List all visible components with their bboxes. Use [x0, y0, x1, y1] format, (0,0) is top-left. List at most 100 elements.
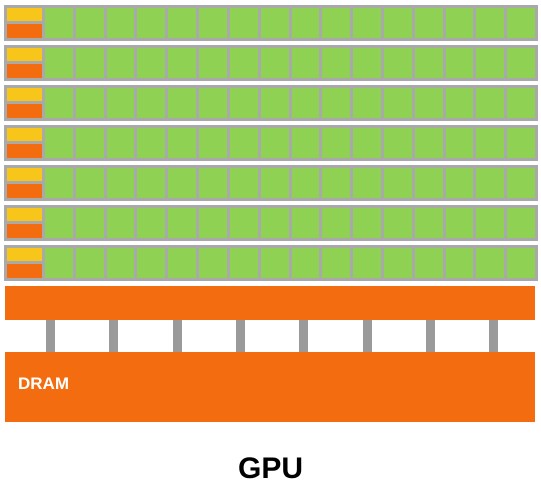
alu-core — [45, 48, 73, 78]
core-array — [45, 128, 535, 158]
alu-core — [260, 168, 289, 198]
alu-core — [507, 8, 535, 38]
memory-bus-pin — [46, 320, 55, 352]
alu-core — [168, 168, 197, 198]
alu-core — [445, 48, 474, 78]
alu-core — [291, 8, 320, 38]
alu-core — [106, 8, 135, 38]
streaming-multiprocessor-row — [4, 205, 538, 241]
alu-core — [137, 248, 166, 278]
l1-cache-unit — [7, 224, 42, 238]
alu-core — [45, 208, 73, 238]
streaming-multiprocessor-row — [4, 165, 538, 201]
alu-core — [229, 128, 258, 158]
alu-core — [291, 128, 320, 158]
alu-core — [168, 48, 197, 78]
alu-core — [383, 128, 412, 158]
alu-core — [199, 48, 227, 78]
dram-block — [5, 352, 535, 422]
streaming-multiprocessor-row — [4, 85, 538, 121]
alu-core — [168, 248, 197, 278]
alu-core — [322, 168, 351, 198]
memory-bus-pin — [489, 320, 498, 352]
alu-core — [229, 208, 258, 238]
alu-core — [322, 48, 351, 78]
alu-core — [168, 88, 197, 118]
alu-core — [291, 88, 320, 118]
memory-bus-pin — [109, 320, 118, 352]
control-cache-unit — [7, 88, 42, 118]
alu-core — [260, 48, 289, 78]
alu-core — [199, 208, 227, 238]
alu-core — [414, 48, 443, 78]
alu-core — [322, 88, 351, 118]
alu-core — [137, 128, 166, 158]
alu-core — [414, 128, 443, 158]
control-unit — [7, 8, 42, 21]
alu-core — [476, 208, 505, 238]
alu-core — [445, 208, 474, 238]
alu-core — [445, 8, 474, 38]
control-unit — [7, 88, 42, 101]
alu-core — [445, 88, 474, 118]
control-unit — [7, 248, 42, 261]
alu-core — [476, 168, 505, 198]
alu-core — [414, 248, 443, 278]
control-cache-unit — [7, 248, 42, 278]
alu-core — [353, 8, 381, 38]
alu-core — [414, 168, 443, 198]
alu-core — [137, 8, 166, 38]
control-unit — [7, 48, 42, 61]
alu-core — [106, 208, 135, 238]
alu-core — [199, 88, 227, 118]
alu-core — [137, 48, 166, 78]
alu-core — [168, 8, 197, 38]
alu-core — [353, 208, 381, 238]
alu-core — [476, 128, 505, 158]
core-array — [45, 208, 535, 238]
alu-core — [507, 88, 535, 118]
alu-core — [45, 88, 73, 118]
alu-core — [445, 248, 474, 278]
alu-core — [383, 48, 412, 78]
alu-core — [507, 168, 535, 198]
alu-core — [45, 168, 73, 198]
alu-core — [75, 168, 104, 198]
alu-core — [322, 208, 351, 238]
alu-core — [414, 208, 443, 238]
control-unit — [7, 208, 42, 221]
alu-core — [75, 88, 104, 118]
alu-core — [445, 128, 474, 158]
alu-core — [75, 208, 104, 238]
alu-core — [137, 88, 166, 118]
alu-core — [383, 8, 412, 38]
alu-core — [291, 248, 320, 278]
l1-cache-unit — [7, 104, 42, 118]
alu-core — [383, 248, 412, 278]
memory-bus-pin — [426, 320, 435, 352]
alu-core — [476, 88, 505, 118]
alu-core — [199, 8, 227, 38]
alu-core — [322, 128, 351, 158]
memory-bus-pin — [236, 320, 245, 352]
alu-core — [199, 248, 227, 278]
alu-core — [445, 168, 474, 198]
alu-core — [383, 208, 412, 238]
alu-core — [75, 8, 104, 38]
alu-core — [260, 88, 289, 118]
l1-cache-unit — [7, 184, 42, 198]
streaming-multiprocessor-row — [4, 45, 538, 81]
dram-label: DRAM — [18, 374, 69, 393]
alu-core — [507, 128, 535, 158]
gpu-title: GPU — [237, 452, 303, 485]
alu-core — [260, 208, 289, 238]
alu-core — [137, 208, 166, 238]
alu-core — [106, 88, 135, 118]
memory-bus-pin — [299, 320, 308, 352]
streaming-multiprocessor-row — [4, 245, 538, 281]
control-cache-unit — [7, 48, 42, 78]
l1-cache-unit — [7, 264, 42, 278]
alu-core — [260, 8, 289, 38]
alu-core — [75, 248, 104, 278]
control-cache-unit — [7, 168, 42, 198]
